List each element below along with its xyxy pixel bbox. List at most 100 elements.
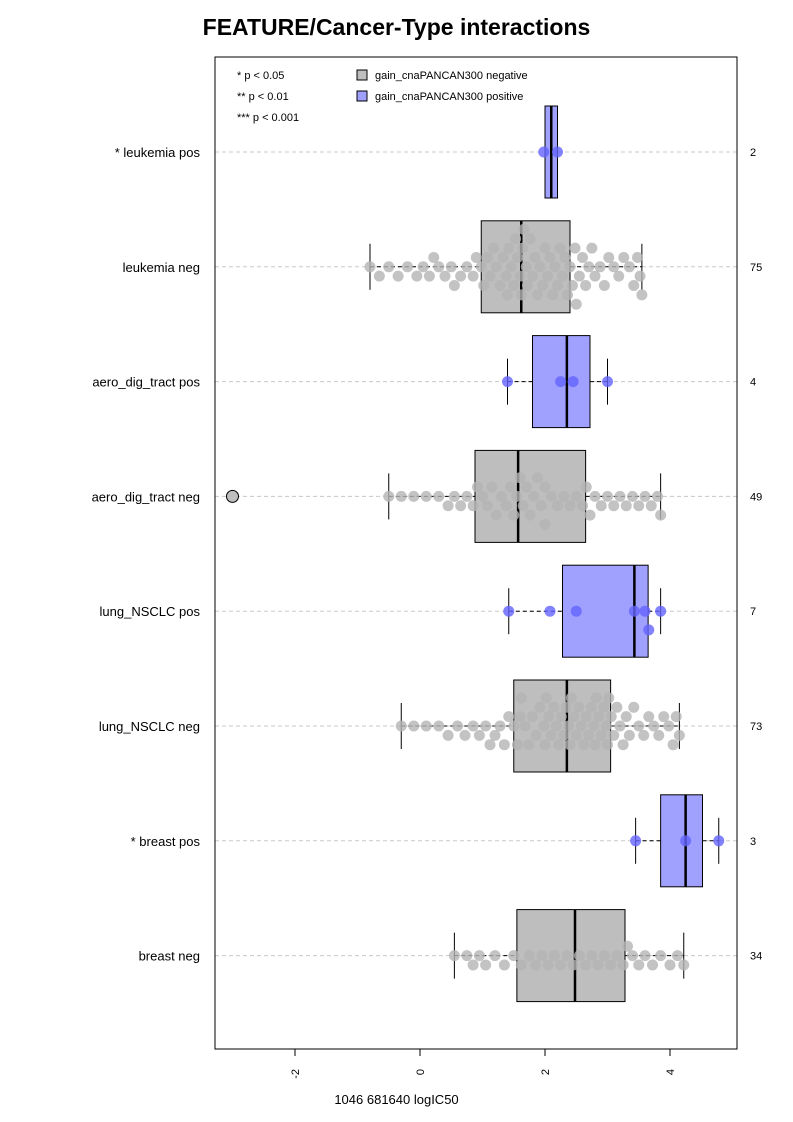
data-point <box>514 711 526 723</box>
data-point <box>639 950 651 962</box>
data-point <box>590 692 602 704</box>
data-point <box>480 959 492 971</box>
data-point <box>502 289 513 301</box>
data-point <box>573 701 585 713</box>
group-label: * breast pos <box>131 834 201 849</box>
data-point <box>575 720 587 732</box>
data-point <box>395 720 407 732</box>
data-point <box>497 251 509 263</box>
significance-legend-item: * p < 0.05 <box>237 70 284 82</box>
data-point <box>455 500 467 512</box>
data-point <box>539 481 551 493</box>
data-point <box>467 720 479 732</box>
data-point <box>673 729 685 741</box>
data-point <box>477 490 488 502</box>
data-point <box>482 500 493 512</box>
data-point <box>598 280 610 291</box>
data-point <box>423 270 435 282</box>
data-point <box>558 729 570 741</box>
group-label: aero_dig_tract neg <box>92 489 200 504</box>
group-count: 73 <box>750 721 762 733</box>
data-point <box>584 509 596 521</box>
data-point <box>573 950 585 962</box>
data-point <box>655 509 667 521</box>
data-point <box>475 261 487 273</box>
data-point <box>614 490 626 502</box>
data-point <box>408 490 420 502</box>
data-point <box>547 289 558 301</box>
data-point <box>539 242 551 254</box>
data-point <box>442 729 454 741</box>
data-point <box>411 270 423 282</box>
data-point <box>628 701 640 713</box>
data-point <box>552 146 563 158</box>
data-point <box>608 261 620 273</box>
data-point <box>455 270 467 282</box>
data-point <box>545 729 557 741</box>
data-point <box>655 605 667 617</box>
data-point <box>538 720 550 732</box>
data-point <box>505 481 517 493</box>
data-point <box>538 146 550 158</box>
data-point <box>433 261 445 273</box>
data-point <box>502 376 513 388</box>
data-point <box>564 739 576 751</box>
data-point <box>420 490 432 502</box>
data-point <box>602 490 613 502</box>
legend-label: gain_cnaPANCAN300 negative <box>375 70 528 82</box>
data-point <box>564 261 576 273</box>
data-point <box>670 711 682 723</box>
data-point <box>598 950 610 962</box>
data-point <box>617 959 629 971</box>
plot-frame <box>214 56 738 1050</box>
data-point <box>585 701 597 713</box>
group-count: 49 <box>750 491 762 503</box>
group-count: 75 <box>750 262 762 274</box>
data-point <box>530 959 542 971</box>
group-label: lung_NSCLC pos <box>100 604 201 619</box>
legend-swatch <box>356 69 368 81</box>
data-point <box>678 959 690 971</box>
data-point <box>564 500 576 512</box>
data-point <box>503 605 515 617</box>
data-point <box>512 739 523 751</box>
data-point <box>589 270 601 282</box>
data-point <box>373 270 385 282</box>
data-point <box>467 270 479 282</box>
data-point <box>524 233 536 245</box>
data-point <box>633 500 645 512</box>
data-point <box>595 729 607 741</box>
data-point <box>548 701 560 713</box>
data-point <box>534 701 546 713</box>
data-point <box>527 270 538 282</box>
data-point <box>614 720 626 732</box>
data-point <box>663 720 675 732</box>
data-point <box>520 261 532 273</box>
data-point <box>600 720 612 732</box>
data-point <box>544 251 556 263</box>
data-point <box>555 376 567 388</box>
x-tick-label: 4 <box>665 1069 677 1075</box>
data-point <box>636 289 648 301</box>
data-point <box>508 950 520 962</box>
data-point <box>577 500 588 512</box>
data-point <box>613 270 625 282</box>
data-point <box>592 959 604 971</box>
data-point <box>532 472 543 484</box>
data-point <box>535 500 547 512</box>
data-point <box>490 509 502 521</box>
data-point <box>459 729 471 741</box>
significance-legend-item: *** p < 0.001 <box>237 112 299 124</box>
data-point <box>570 298 582 310</box>
data-point <box>580 959 592 971</box>
data-point <box>667 739 679 751</box>
group-count: 2 <box>750 147 756 159</box>
data-point <box>448 280 460 291</box>
data-point <box>602 739 613 751</box>
data-point <box>529 251 541 263</box>
data-point <box>518 223 530 235</box>
data-point <box>577 251 588 263</box>
data-point <box>555 959 567 971</box>
